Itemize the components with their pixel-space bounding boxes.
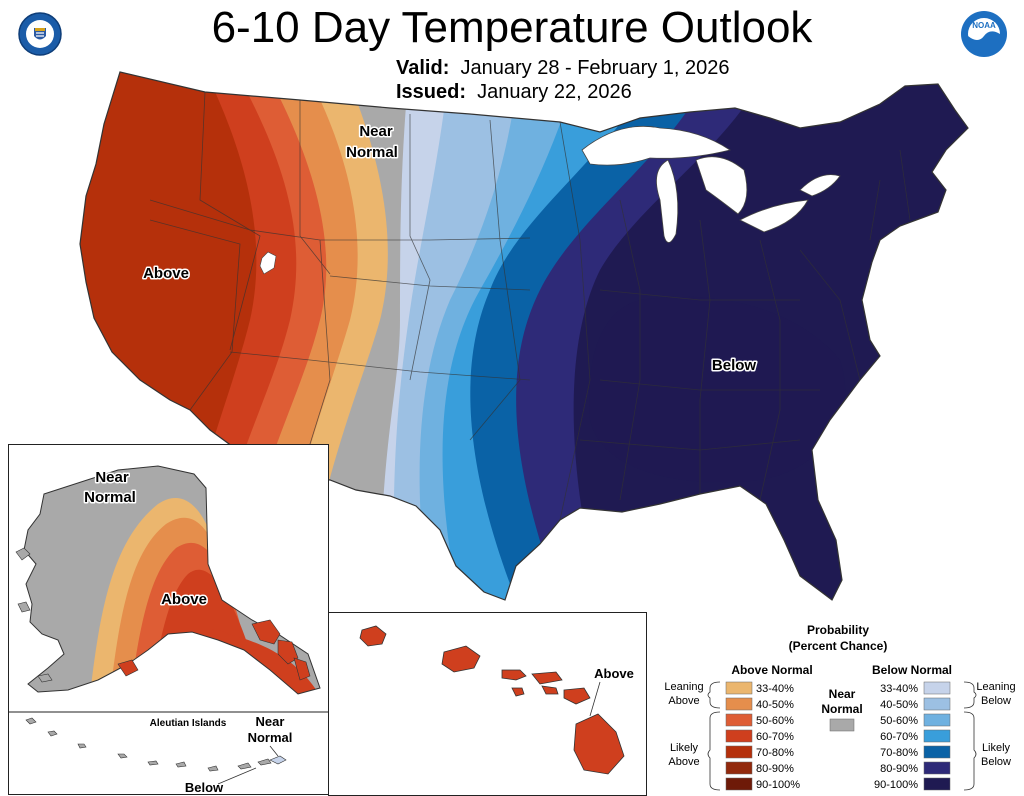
legend-likely-above-1: Likely xyxy=(670,742,699,754)
valid-label: Valid: xyxy=(396,57,450,79)
legend-above-label-0: 33-40% xyxy=(756,683,794,695)
legend-leaning-below-2: Below xyxy=(981,695,1011,707)
legend-above-label-5: 80-90% xyxy=(756,763,794,775)
legend-below-swatch-1 xyxy=(923,697,951,711)
hawaii-inset: Above xyxy=(328,612,647,796)
legend-above-label-1: 40-50% xyxy=(756,699,794,711)
legend-above-swatch-3 xyxy=(725,729,753,743)
legend-near-normal-label-2: Normal xyxy=(821,702,862,716)
legend-below-label-1: 40-50% xyxy=(880,699,918,711)
probability-legend: Probability (Percent Chance) Above Norma… xyxy=(664,623,1015,791)
legend-likely-below-2: Below xyxy=(981,756,1011,768)
legend-above-swatch-1 xyxy=(725,697,753,711)
alaska-above-label: Above xyxy=(161,591,207,608)
alaska-inset: Near Normal Above Aleutian Islands Near … xyxy=(8,444,330,796)
legend-below-label-0: 33-40% xyxy=(880,683,918,695)
legend-below-swatch-5 xyxy=(923,761,951,775)
noaa-logo-icon: NOAA xyxy=(961,11,1007,57)
legend-above-header: Above Normal xyxy=(731,663,812,677)
aleutian-islands-title: Aleutian Islands xyxy=(150,718,227,729)
issued-line: Issued: January 22, 2026 xyxy=(396,80,632,104)
legend-below-label-5: 80-90% xyxy=(880,763,918,775)
svg-text:NOAA: NOAA xyxy=(972,21,996,30)
legend-above-swatch-6 xyxy=(725,777,753,791)
state-borders xyxy=(149,91,911,521)
conus-near-normal-label-1: Near xyxy=(359,123,393,140)
page-title: 6-10 Day Temperature Outlook xyxy=(211,3,813,52)
alaska-islands xyxy=(117,619,311,681)
legend-above-label-6: 90-100% xyxy=(756,779,800,791)
conus-above-label: Above xyxy=(143,265,189,282)
commerce-seal-icon xyxy=(18,12,62,56)
legend-leaning-above-2: Above xyxy=(668,695,699,707)
legend-near-normal-swatch xyxy=(829,718,855,732)
legend-leaning-below-1: Leaning xyxy=(976,681,1015,693)
conus-outline xyxy=(79,71,969,601)
valid-line: Valid: January 28 - February 1, 2026 xyxy=(396,56,730,80)
legend-above-swatch-5 xyxy=(725,761,753,775)
legend-below-label-6: 90-100% xyxy=(874,779,918,791)
legend-below-swatch-3 xyxy=(923,729,951,743)
legend-below-swatch-4 xyxy=(923,745,951,759)
legend-below-swatch-0 xyxy=(923,681,951,695)
legend-title-line1: Probability xyxy=(807,623,869,637)
legend-brackets xyxy=(707,681,977,791)
legend-likely-above-2: Above xyxy=(668,756,699,768)
legend-likely-below-1: Likely xyxy=(982,742,1011,754)
legend-leaning-above-1: Leaning xyxy=(664,681,703,693)
legend-below-label-2: 50-60% xyxy=(880,715,918,727)
legend-above-swatch-4 xyxy=(725,745,753,759)
aleutian-below-island xyxy=(269,755,287,765)
hawaii-above-label: Above xyxy=(594,666,634,681)
legend-near-normal-label-1: Near xyxy=(829,687,856,701)
legend-below-header: Below Normal xyxy=(872,663,952,677)
legend-above-rows: 33-40% 40-50% 50-60% 60-70% 70-80% 80-90% 90-1… xyxy=(725,681,800,791)
legend-below-label-3: 60-70% xyxy=(880,731,918,743)
aleutian-below-label: Below xyxy=(185,780,224,795)
legend-below-label-4: 70-80% xyxy=(880,747,918,759)
valid-value: January 28 - February 1, 2026 xyxy=(460,57,730,79)
hawaii-islands xyxy=(359,625,625,775)
aleutian-near-normal-label-1: Near xyxy=(256,714,285,729)
alaska-near-normal-label-1: Near xyxy=(95,469,129,486)
legend-above-swatch-2 xyxy=(725,713,753,727)
legend-above-label-3: 60-70% xyxy=(756,731,794,743)
great-lakes xyxy=(581,125,841,243)
aleutian-islands xyxy=(25,717,272,772)
great-salt-lake xyxy=(259,251,277,275)
alaska-outline xyxy=(23,465,321,695)
alaska-west-islands xyxy=(15,547,53,683)
alaska-near-normal-label-2: Normal xyxy=(84,489,136,506)
aleutian-near-normal-label-2: Normal xyxy=(248,730,293,745)
legend-below-swatch-2 xyxy=(923,713,951,727)
conus-near-normal-label-2: Normal xyxy=(346,144,398,161)
issued-label: Issued: xyxy=(396,81,467,103)
issued-value: January 22, 2026 xyxy=(477,81,632,103)
conus-below-label: Below xyxy=(712,357,757,374)
legend-title-line2: (Percent Chance) xyxy=(789,639,888,653)
legend-below-rows: 33-40% 40-50% 50-60% 60-70% 70-80% 80-90% 90-1… xyxy=(874,681,951,791)
legend-above-label-2: 50-60% xyxy=(756,715,794,727)
legend-below-swatch-6 xyxy=(923,777,951,791)
legend-above-swatch-0 xyxy=(725,681,753,695)
legend-above-label-4: 70-80% xyxy=(756,747,794,759)
